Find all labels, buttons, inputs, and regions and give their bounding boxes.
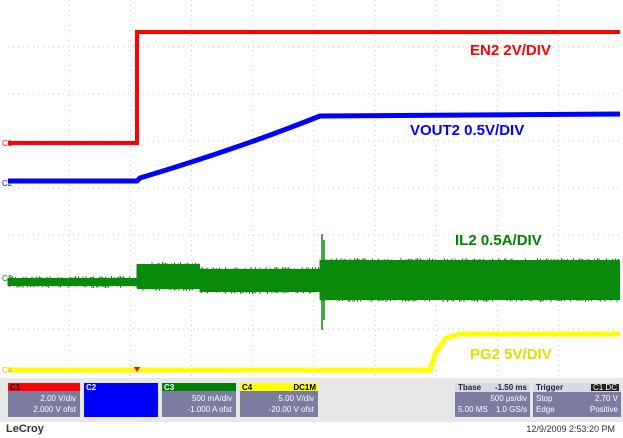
trigger-type: Edge	[536, 405, 555, 414]
channel-scale: 500 mA/div	[192, 394, 232, 403]
pg2-trace	[8, 331, 620, 373]
channel-header	[84, 383, 158, 391]
noise-lines	[7, 258, 619, 302]
trace-label: PG2 5V/DIV	[470, 346, 552, 363]
timebase-rate: 1.0 GS/s	[496, 405, 527, 414]
noise-spike	[321, 234, 325, 330]
channel-box[interactable]: C3 500 mA/div -1.000 A ofst	[162, 383, 236, 417]
channel-header	[162, 383, 236, 391]
channel-name: C4	[242, 383, 253, 392]
channel-box[interactable]: C4 DC1M 5.00 V/div -20.00 V ofst	[240, 383, 318, 417]
trigger-marker	[134, 367, 140, 372]
channel-offset: 2.000 V ofst	[33, 405, 76, 414]
timebase-header	[455, 383, 530, 392]
channel-header	[240, 383, 318, 391]
timebase-samples: 5.00 MS	[458, 405, 488, 414]
trigger-slope: Positive	[590, 405, 619, 414]
timestamp: 12/9/2009 2:53:20 PM	[526, 424, 615, 434]
channel-marker: C4	[2, 366, 13, 375]
channel-body	[84, 391, 158, 417]
channel-body	[240, 391, 318, 417]
timebase-scale: 500 µs/div	[490, 394, 527, 403]
channel-scale: 5.00 V/div	[278, 394, 314, 403]
channel-coupling: DC1M	[293, 383, 316, 392]
channel-box[interactable]: C2	[84, 383, 158, 417]
channel-body	[162, 391, 236, 417]
brand: LeCroy	[6, 423, 45, 435]
channel-header	[8, 383, 80, 391]
channel-name: C2	[86, 383, 97, 392]
current-trace	[7, 234, 620, 330]
channel-scale: 2.00 V/div	[40, 394, 76, 403]
timebase-title: Tbase	[458, 383, 482, 392]
trace-label: EN2 2V/DIV	[470, 42, 551, 59]
channel-offset: -1.000 A ofst	[188, 405, 233, 414]
trace-label: VOUT2 0.5V/DIV	[410, 122, 524, 139]
channel-marker: C2	[2, 179, 13, 188]
en2-trace	[8, 30, 620, 145]
channel-box[interactable]: C1 2.00 V/div 2.000 V ofst	[8, 383, 80, 417]
trigger-level: 2.70 V	[595, 394, 619, 403]
trigger-source: C1 DC	[593, 383, 617, 392]
trace-label: IL2 0.5A/DIV	[455, 232, 542, 249]
trigger-header	[533, 383, 621, 392]
trigger-box[interactable]: Trigger C1 DC Stop 2.70 V Edge Positive	[533, 383, 621, 417]
timebase-delay: -1.50 ms	[495, 383, 528, 392]
channel-body	[8, 391, 80, 417]
channel-offset: -20.00 V ofst	[269, 405, 315, 414]
channel-marker: C3	[2, 274, 13, 283]
trigger-source-bg	[591, 384, 619, 391]
trigger-title: Trigger	[536, 383, 563, 392]
channel-marker: C1	[2, 139, 13, 148]
timebase-box[interactable]: Tbase -1.50 ms 500 µs/div 5.00 MS 1.0 GS…	[455, 383, 530, 417]
vout2-trace	[8, 111, 621, 184]
trigger-mode: Stop	[536, 394, 553, 403]
channel-name: C1	[10, 383, 21, 392]
channel-name: C3	[164, 383, 175, 392]
